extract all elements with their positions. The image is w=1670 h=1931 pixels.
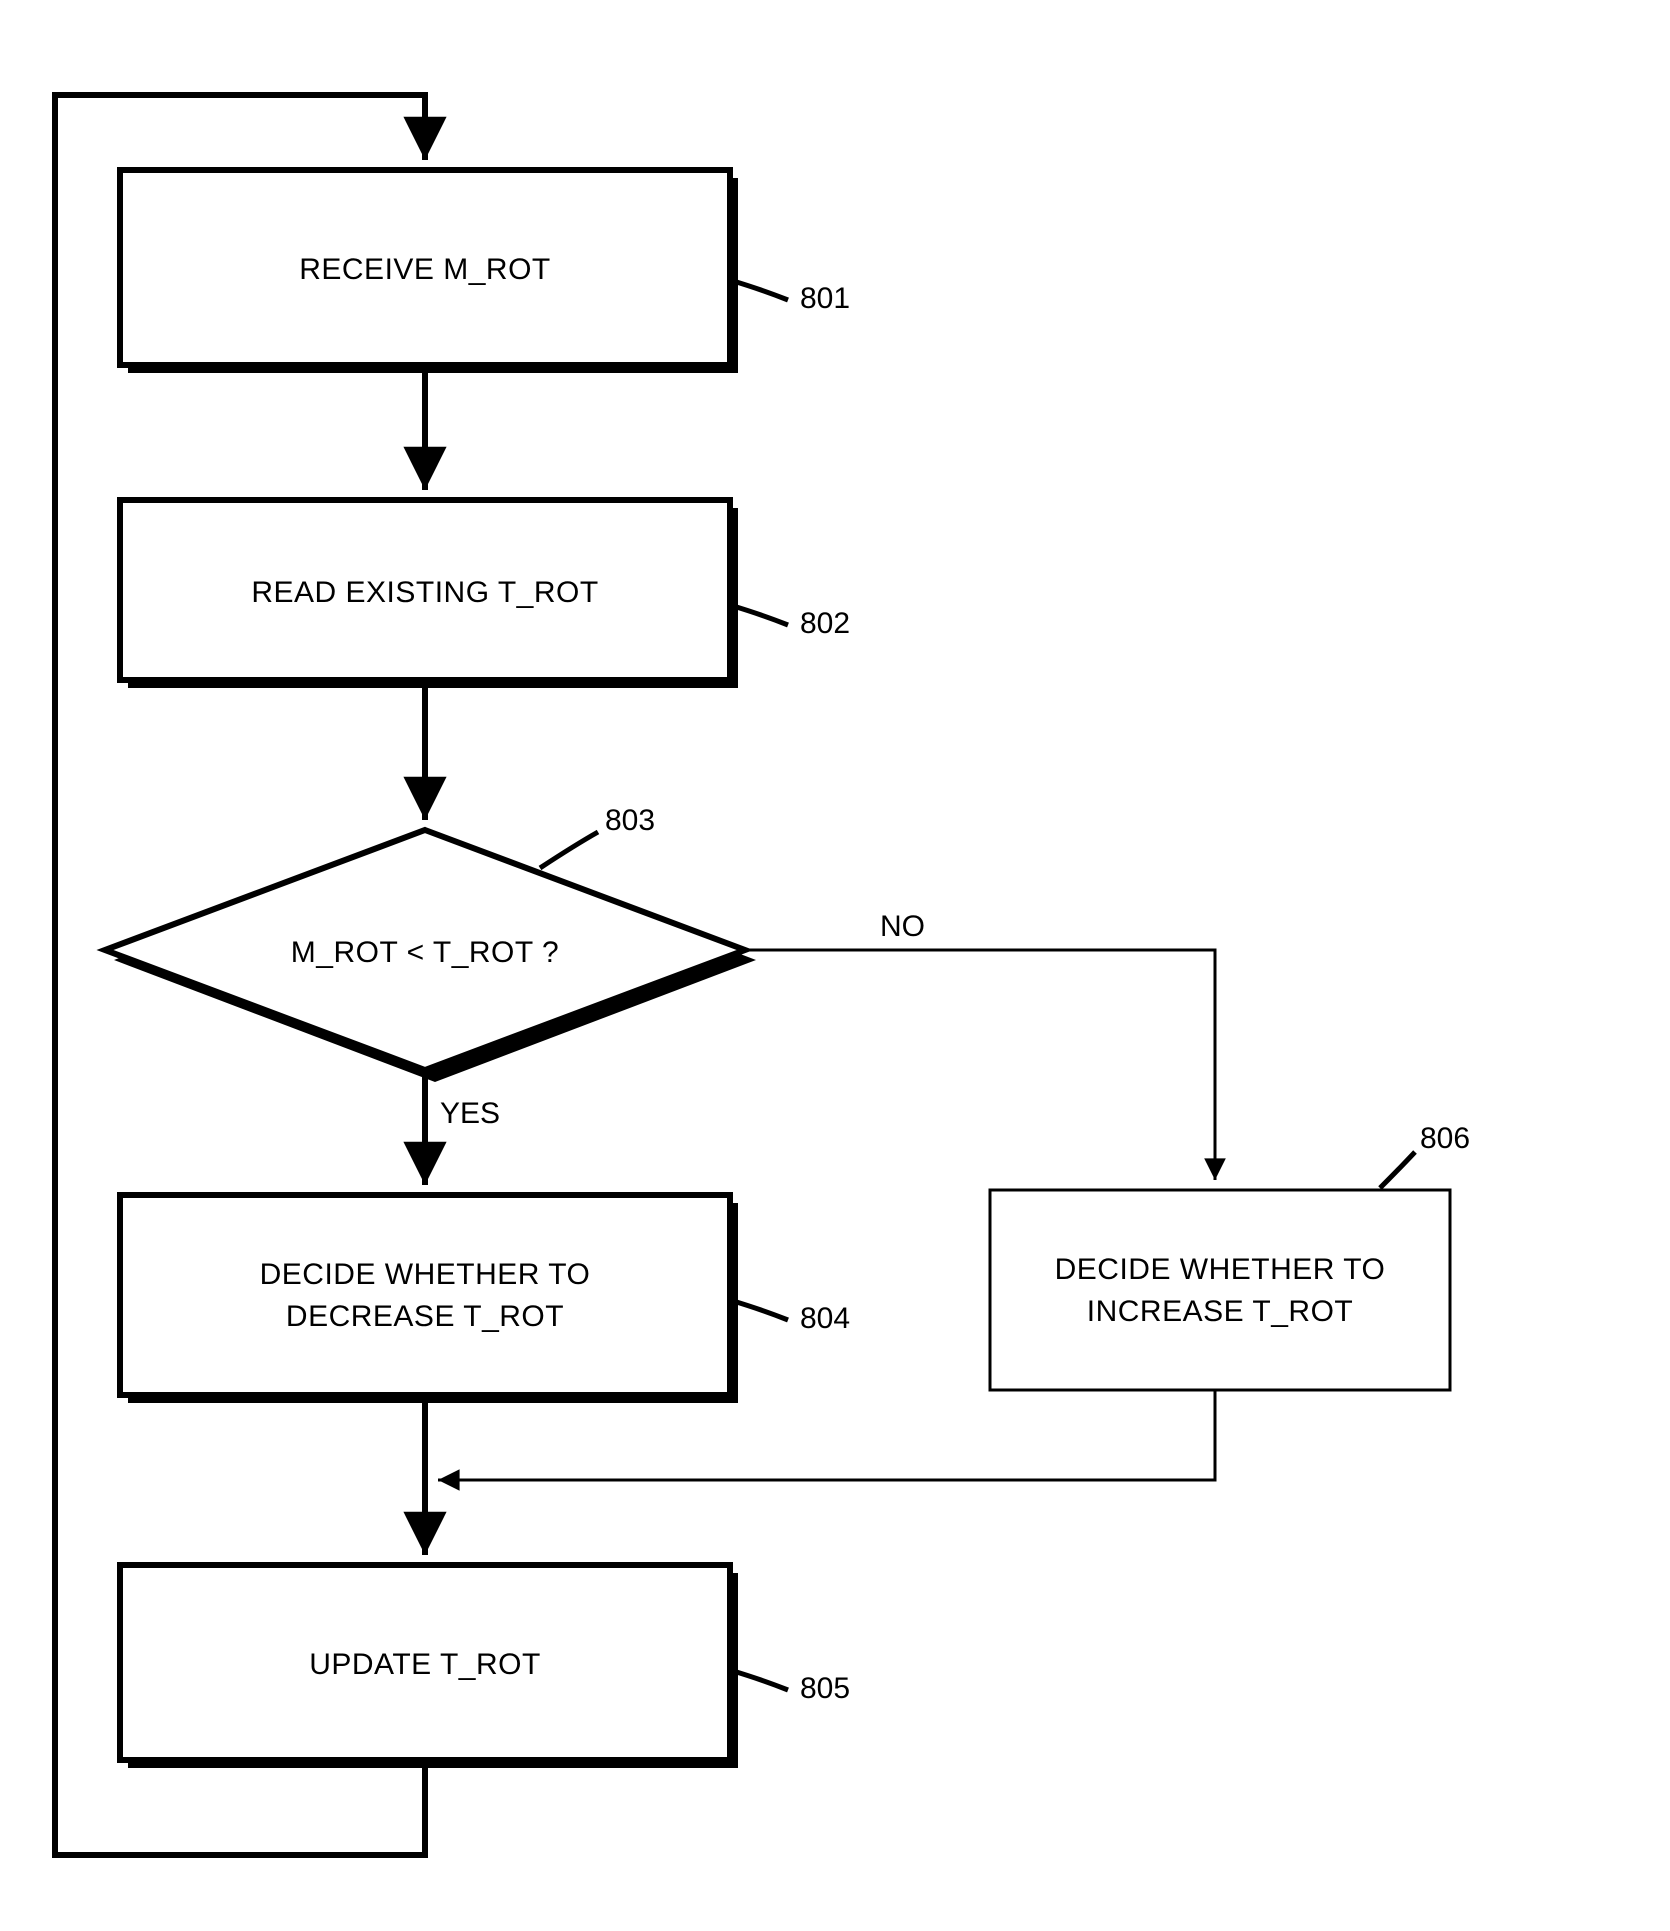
node-801-label: RECEIVE M_ROT (299, 253, 551, 286)
node-802-label: READ EXISTING T_ROT (251, 576, 598, 609)
node-802: READ EXISTING T_ROT (120, 500, 738, 688)
node-805: UPDATE T_ROT (120, 1565, 738, 1768)
ref-805: 805 (800, 1672, 850, 1705)
ref-802: 802 (800, 607, 850, 640)
node-804-label2: DECREASE T_ROT (286, 1300, 564, 1333)
ref-803: 803 (605, 804, 655, 837)
flowchart-canvas: RECEIVE M_ROT 801 READ EXISTING T_ROT 80… (0, 0, 1670, 1931)
edge-label-yes: YES (440, 1097, 500, 1130)
node-804: DECIDE WHETHER TO DECREASE T_ROT (120, 1195, 738, 1403)
ref-806: 806 (1420, 1122, 1470, 1155)
node-806-label1: DECIDE WHETHER TO (1055, 1253, 1386, 1286)
node-805-label: UPDATE T_ROT (309, 1648, 541, 1681)
node-801: RECEIVE M_ROT (120, 170, 738, 373)
node-806-label2: INCREASE T_ROT (1087, 1295, 1354, 1328)
ref-801: 801 (800, 282, 850, 315)
edge-806-merge (438, 1390, 1215, 1480)
ref-804: 804 (800, 1302, 850, 1335)
node-806: DECIDE WHETHER TO INCREASE T_ROT (990, 1190, 1450, 1390)
node-804-label1: DECIDE WHETHER TO (260, 1258, 591, 1291)
edge-label-no: NO (880, 910, 925, 943)
edge-803-806 (745, 950, 1215, 1180)
node-803-label: M_ROT < T_ROT ? (291, 936, 559, 969)
node-803: M_ROT < T_ROT ? (105, 830, 756, 1082)
